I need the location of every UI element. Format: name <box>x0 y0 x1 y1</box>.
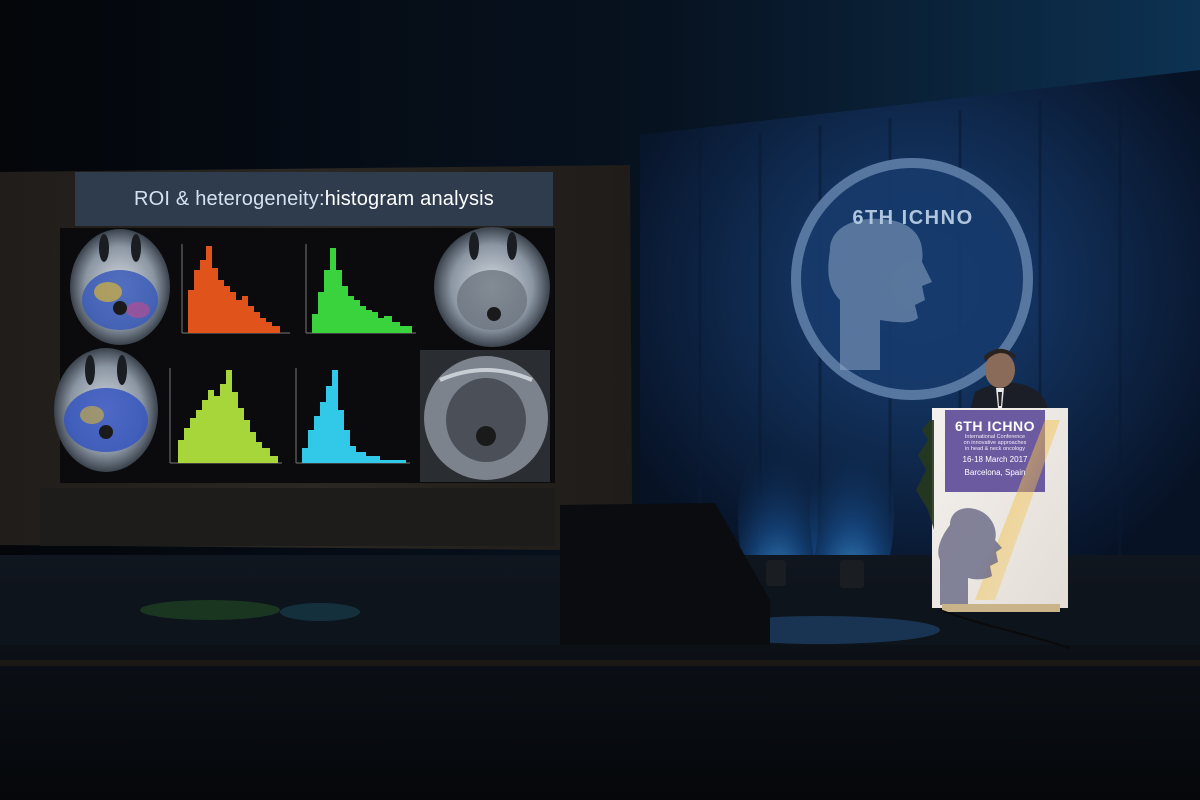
podium-base <box>942 604 1060 612</box>
podium-head-graphic <box>938 508 1002 605</box>
podium-city: Barcelona, Spain <box>964 468 1026 477</box>
floor-cable <box>939 609 1071 649</box>
mri-scan <box>54 348 158 472</box>
histogram-cyan <box>295 368 410 464</box>
podium-dates: 16-18 March 2017 <box>962 455 1028 464</box>
mri-scan <box>70 229 170 345</box>
backdrop-logo-head <box>828 218 932 370</box>
slide-title-bar <box>75 172 553 226</box>
histogram-orange <box>181 244 290 334</box>
floor-spotlight <box>766 560 786 586</box>
slide-title: ROI & heterogeneity: histogram analysis <box>75 172 553 226</box>
slide-title-emphasis: histogram analysis <box>324 187 494 210</box>
floor-reflection <box>280 603 360 621</box>
slide-title-prefix: ROI & heterogeneity: <box>133 187 325 210</box>
mri-scan <box>434 227 550 347</box>
histogram-lime <box>169 368 282 464</box>
floor-reflection <box>140 600 280 620</box>
podium-subtitle-line: on innovative approaches <box>963 440 1027 446</box>
podium-brand: 6TH ICHNO <box>955 418 1035 434</box>
plant <box>916 420 934 530</box>
stage-monitor <box>560 503 770 645</box>
screen-lower-strip <box>40 488 555 546</box>
podium-subtitle-line: in head & neck oncology <box>965 446 1025 452</box>
mri-scan <box>420 350 550 482</box>
histogram-green <box>305 244 416 334</box>
podium-subtitle-line: International Conference <box>964 434 1026 440</box>
podium-sign: 6TH ICHNO International Conference on in… <box>940 418 1050 478</box>
floor-spotlight <box>840 560 864 588</box>
speaker <box>970 348 1048 410</box>
backdrop-logo-text: 6TH ICHNO <box>852 207 974 229</box>
stage-edge <box>0 660 1200 666</box>
